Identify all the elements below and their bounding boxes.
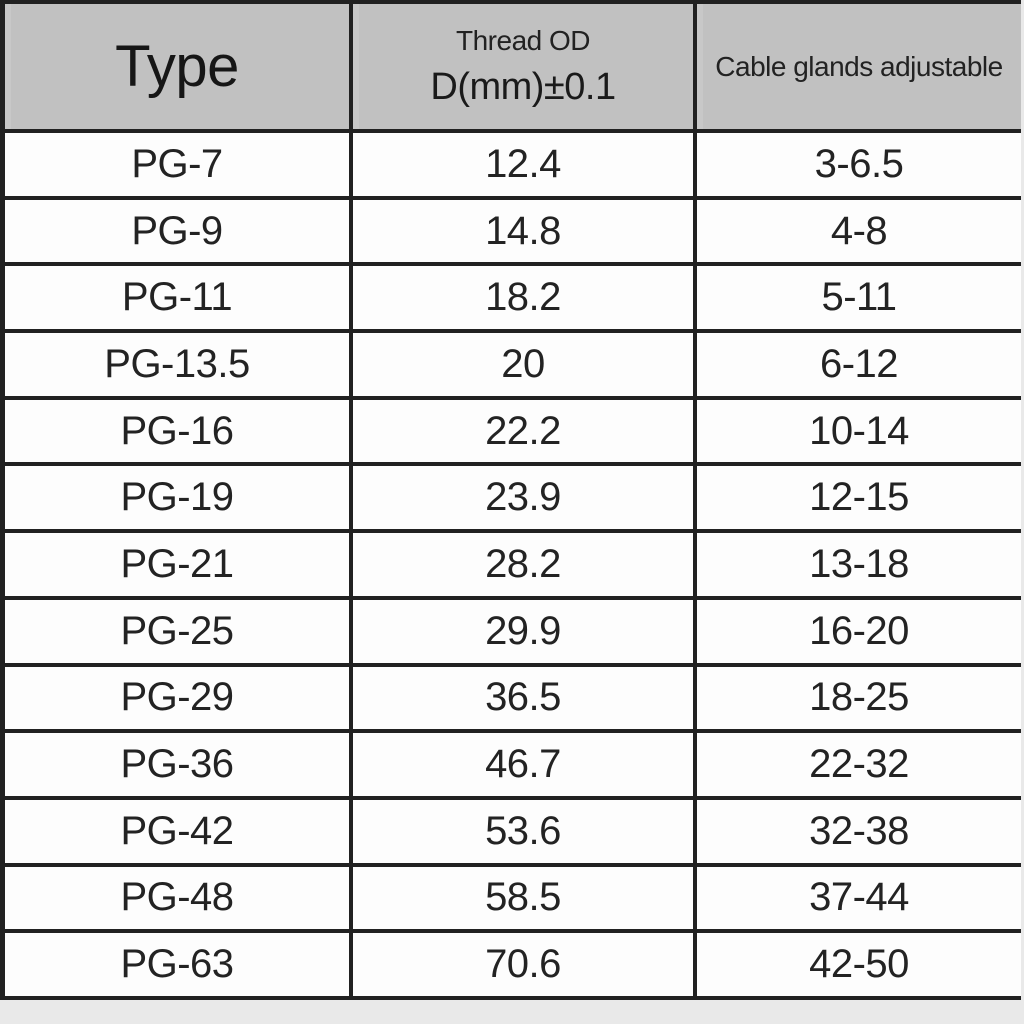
cell-thread-od: 18.2: [353, 266, 693, 330]
cell-adjustable-range: 37-44: [697, 866, 1021, 930]
cell-adjustable-range: 42-50: [697, 933, 1021, 996]
column-header-thread-od: Thread OD D(mm)±0.1: [353, 4, 693, 129]
cell-type: PG-9: [5, 199, 349, 263]
cell-thread-od: 28.2: [353, 533, 693, 596]
cell-thread-od: 70.6: [353, 933, 693, 996]
thread-od-tolerance-label: D(mm)±0.1: [430, 65, 616, 108]
cell-type: PG-16: [5, 399, 349, 463]
cell-type: PG-11: [5, 266, 349, 330]
cell-adjustable-range: 6-12: [697, 333, 1021, 396]
cell-thread-od: 58.5: [353, 866, 693, 930]
cell-thread-od: 23.9: [353, 466, 693, 530]
cell-thread-od: 46.7: [353, 733, 693, 796]
cell-adjustable-range: 10-14: [697, 399, 1021, 463]
cell-type: PG-19: [5, 466, 349, 530]
cell-type: PG-36: [5, 733, 349, 796]
cell-thread-od: 22.2: [353, 399, 693, 463]
column-header-cable-glands-adjustable: Cable glands adjustable: [697, 4, 1021, 129]
cell-adjustable-range: 12-15: [697, 466, 1021, 530]
cell-type: PG-29: [5, 666, 349, 730]
cell-type: PG-63: [5, 933, 349, 996]
thread-od-label: Thread OD: [456, 24, 591, 56]
cell-type: PG-21: [5, 533, 349, 596]
size-chart-table: Type Thread OD D(mm)±0.1 Cable glands ad…: [0, 0, 1021, 1000]
cell-thread-od: 12.4: [353, 133, 693, 196]
cell-thread-od: 53.6: [353, 799, 693, 863]
cell-adjustable-range: 22-32: [697, 733, 1021, 796]
cell-adjustable-range: 4-8: [697, 199, 1021, 263]
column-header-type: Type: [5, 4, 349, 129]
cell-thread-od: 20: [353, 333, 693, 396]
cell-thread-od: 29.9: [353, 599, 693, 663]
cell-adjustable-range: 13-18: [697, 533, 1021, 596]
cell-type: PG-25: [5, 599, 349, 663]
cell-adjustable-range: 32-38: [697, 799, 1021, 863]
cell-type: PG-42: [5, 799, 349, 863]
cell-type: PG-7: [5, 133, 349, 196]
cell-thread-od: 36.5: [353, 666, 693, 730]
cell-adjustable-range: 3-6.5: [697, 133, 1021, 196]
cell-adjustable-range: 16-20: [697, 599, 1021, 663]
cell-adjustable-range: 18-25: [697, 666, 1021, 730]
cell-type: PG-13.5: [5, 333, 349, 396]
cell-thread-od: 14.8: [353, 199, 693, 263]
cell-adjustable-range: 5-11: [697, 266, 1021, 330]
cell-type: PG-48: [5, 866, 349, 930]
